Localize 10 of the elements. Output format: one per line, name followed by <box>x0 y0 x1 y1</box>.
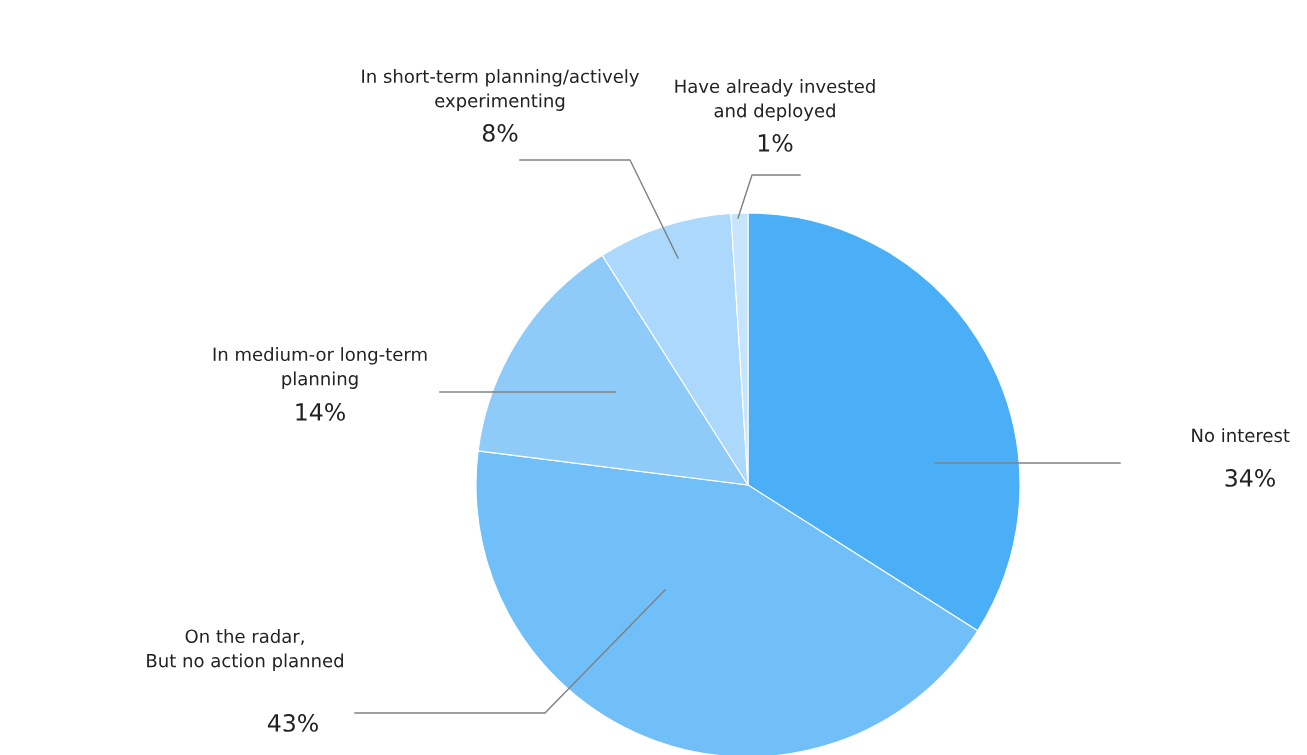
slice-label: In short-term planning/actively experimenting <box>362 69 639 111</box>
slice-label: In medium-or long-term planning <box>213 347 427 389</box>
slice-label: On the radar, But no action planned <box>147 629 343 671</box>
data-label: 34% <box>1225 468 1275 487</box>
slice-label: Have already invested and deployed <box>675 79 875 121</box>
data-label: 1% <box>758 133 793 152</box>
data-label: 8% <box>482 123 518 142</box>
data-label: 14% <box>296 402 345 421</box>
slice-label: No interest <box>1192 428 1290 443</box>
data-label: 43% <box>267 713 318 732</box>
